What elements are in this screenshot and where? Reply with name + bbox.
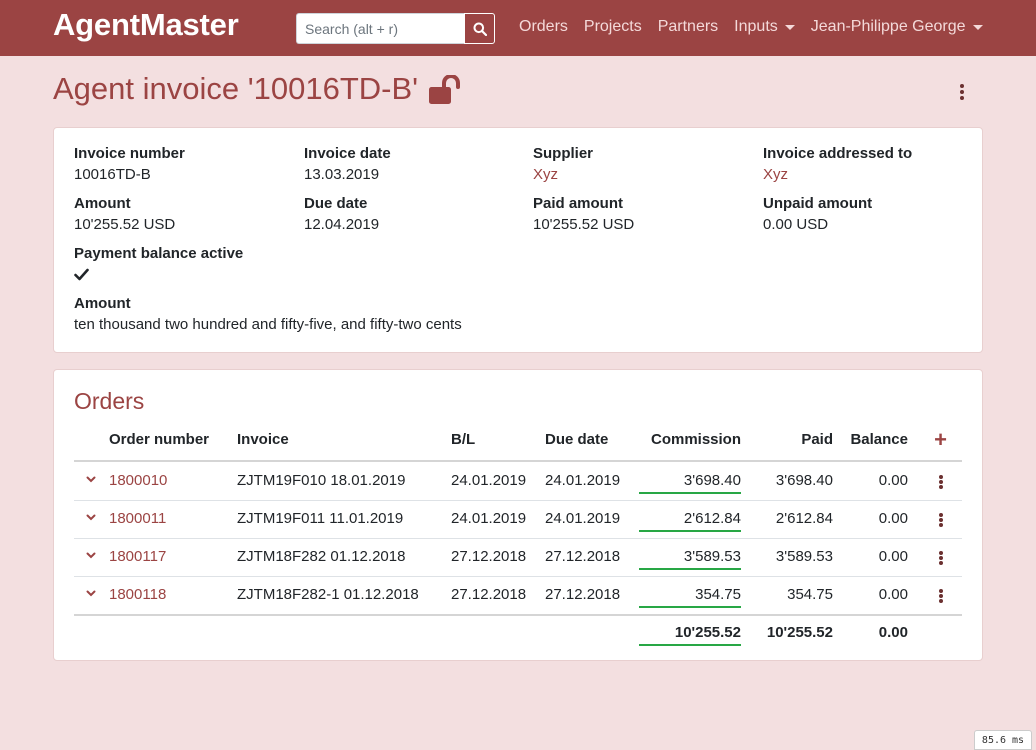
addressed-to-link[interactable]: Xyz [763,166,789,183]
row-actions-menu-icon[interactable] [938,589,944,603]
supplier-field: Supplier Xyz [533,144,593,186]
page-actions-menu-icon[interactable] [959,84,965,100]
col-balance[interactable]: Balance [850,431,908,448]
total-paid: 10'255.52 [766,624,833,641]
unpaid-amount-field: Unpaid amount 0.00 USD [763,195,873,233]
col-due-date[interactable]: Due date [545,431,609,448]
check-icon [74,268,89,281]
col-paid[interactable]: Paid [801,431,833,448]
nav-projects[interactable]: Projects [583,18,642,35]
add-order-icon[interactable]: + [934,427,947,452]
table-row: 1800011 ZJTM19F011 11.01.2019 24.01.2019… [74,500,962,538]
totals-row: 10'255.52 10'255.52 0.00 [74,616,962,654]
chevron-down-icon[interactable] [86,590,96,597]
col-order-number[interactable]: Order number [109,431,210,448]
invoice-number-field: Invoice number 10016TD-B [74,145,185,183]
amount-field: Amount 10'255.52 USD [74,195,176,233]
payment-balance-field: Payment balance active [74,244,243,285]
table-row: 1800118 ZJTM18F282-1 01.12.2018 27.12.20… [74,576,962,614]
search-button[interactable] [464,13,495,44]
supplier-link[interactable]: Xyz [533,166,559,183]
order-link[interactable]: 1800011 [109,510,167,527]
orders-card: Orders Order number Invoice B/L Due date… [53,369,983,661]
unlock-icon[interactable] [428,75,462,105]
paid-amount-field: Paid amount 10'255.52 USD [533,195,635,233]
col-invoice[interactable]: Invoice [237,431,289,448]
total-balance: 0.00 [878,624,908,641]
chevron-down-icon[interactable] [86,552,96,559]
order-link[interactable]: 1800010 [109,472,168,489]
row-actions-menu-icon[interactable] [938,551,944,565]
nav-links: Orders Projects Partners Inputs Jean-Phi… [519,18,999,36]
page-title: Agent invoice '10016TD-B' [53,71,462,107]
invoice-details-card: Invoice number 10016TD-B Invoice date 13… [53,127,983,353]
nav-inputs-dropdown[interactable]: Inputs [734,18,795,36]
nav-orders[interactable]: Orders [519,18,568,35]
due-date-field: Due date 12.04.2019 [304,195,380,233]
order-link[interactable]: 1800118 [109,586,167,603]
total-commission: 10'255.52 [674,624,741,641]
caret-down-icon [784,25,795,30]
search-icon [473,22,487,36]
chevron-down-icon[interactable] [86,476,96,483]
search-form [296,13,495,44]
table-row: 1800117 ZJTM18F282 01.12.2018 27.12.2018… [74,538,962,576]
navbar: AgentMaster Orders Projects Partners Inp… [0,0,1036,56]
chevron-down-icon[interactable] [86,514,96,521]
nav-partners[interactable]: Partners [657,18,719,35]
addressed-to-field: Invoice addressed to Xyz [763,144,912,186]
orders-title: Orders [74,388,145,414]
amount-in-words-field: Amount ten thousand two hundred and fift… [74,295,462,333]
table-row: 1800010 ZJTM19F010 18.01.2019 24.01.2019… [74,462,962,500]
row-actions-menu-icon[interactable] [938,475,944,489]
col-commission[interactable]: Commission [650,431,741,448]
order-link[interactable]: 1800117 [109,548,167,565]
col-bl[interactable]: B/L [451,431,476,448]
nav-user-dropdown[interactable]: Jean-Philippe George [811,18,983,36]
brand-logo[interactable]: AgentMaster [53,7,239,42]
caret-down-icon [972,25,983,30]
search-input[interactable] [296,13,464,44]
render-timer-badge: 85.6 ms [974,730,1032,750]
invoice-date-field: Invoice date 13.03.2019 [304,145,391,183]
row-actions-menu-icon[interactable] [938,513,944,527]
